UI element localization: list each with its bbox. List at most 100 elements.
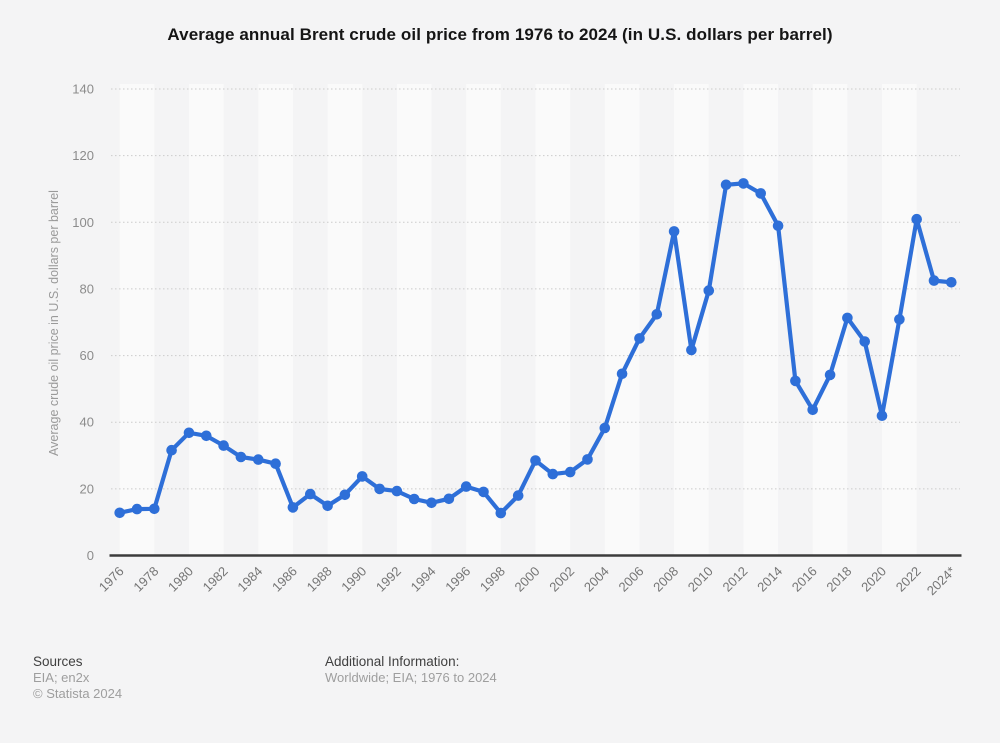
x-tick-label-1992: 1992 bbox=[373, 564, 404, 595]
data-point-1995[interactable] bbox=[443, 493, 455, 505]
y-tick-label-40: 40 bbox=[80, 415, 94, 430]
data-point-2004[interactable] bbox=[599, 422, 611, 434]
copyright-text: © Statista 2024 bbox=[33, 686, 123, 701]
data-point-1996[interactable] bbox=[460, 481, 472, 492]
data-point-1983[interactable] bbox=[235, 451, 247, 463]
data-point-1979[interactable] bbox=[166, 444, 177, 456]
plot-band bbox=[258, 84, 293, 556]
footer-additional-information: Additional Information: Worldwide; EIA; … bbox=[325, 654, 497, 686]
x-tick-label-1998: 1998 bbox=[477, 564, 508, 595]
plot-band bbox=[812, 84, 848, 556]
plot-band bbox=[327, 84, 363, 556]
x-tick-label-2004: 2004 bbox=[581, 564, 612, 595]
data-point-1993[interactable] bbox=[408, 493, 420, 505]
x-tick-label-1988: 1988 bbox=[304, 564, 335, 595]
data-point-1991[interactable] bbox=[374, 483, 385, 495]
y-tick-label-120: 120 bbox=[72, 148, 94, 163]
data-point-1981[interactable] bbox=[201, 430, 212, 442]
data-point-1984[interactable] bbox=[252, 454, 264, 465]
data-point-2007[interactable] bbox=[651, 309, 663, 320]
plot-band bbox=[604, 84, 640, 556]
x-tick-label-2006: 2006 bbox=[616, 564, 647, 595]
footer-sources: Sources EIA; en2x © Statista 2024 bbox=[33, 654, 122, 702]
x-tick-label-1986: 1986 bbox=[269, 564, 300, 595]
x-tick-label-1976: 1976 bbox=[96, 564, 127, 595]
x-tick-label-2008: 2008 bbox=[650, 564, 681, 595]
y-axis-title: Average crude oil price in U.S. dollars … bbox=[47, 190, 61, 456]
plot-band bbox=[535, 84, 571, 556]
x-tick-label-1980: 1980 bbox=[165, 564, 196, 595]
data-point-1977[interactable] bbox=[131, 503, 143, 515]
plot-band bbox=[396, 84, 432, 556]
data-point-1992[interactable] bbox=[391, 485, 403, 497]
y-tick-label-20: 20 bbox=[80, 481, 94, 496]
data-point-1994[interactable] bbox=[426, 497, 437, 509]
data-point-1987[interactable] bbox=[305, 488, 316, 500]
x-tick-label-2012: 2012 bbox=[719, 564, 750, 595]
x-tick-label-1984: 1984 bbox=[234, 564, 265, 595]
data-point-1997[interactable] bbox=[478, 486, 489, 498]
x-tick-label-2018: 2018 bbox=[823, 564, 854, 595]
data-point-1998[interactable] bbox=[495, 507, 507, 519]
x-tick-label-2002: 2002 bbox=[546, 564, 577, 595]
data-point-1990[interactable] bbox=[356, 471, 368, 482]
y-tick-label-80: 80 bbox=[80, 281, 94, 296]
x-tick-label-2014: 2014 bbox=[754, 564, 785, 595]
data-point-2001[interactable] bbox=[547, 468, 559, 480]
data-point-2008[interactable] bbox=[668, 226, 680, 237]
x-tick-label-1996: 1996 bbox=[442, 564, 473, 595]
data-point-2016[interactable] bbox=[807, 404, 818, 416]
data-point-1999[interactable] bbox=[512, 490, 524, 501]
x-tick-label-2020: 2020 bbox=[858, 564, 889, 595]
data-point-2020[interactable] bbox=[876, 410, 888, 422]
plot-band bbox=[674, 84, 709, 556]
x-tick-label-1990: 1990 bbox=[338, 564, 369, 595]
data-point-1986[interactable] bbox=[287, 502, 299, 513]
data-point-2014[interactable] bbox=[772, 220, 784, 232]
data-point-2022[interactable] bbox=[911, 213, 922, 225]
chart-title: Average annual Brent crude oil price fro… bbox=[167, 25, 833, 44]
data-point-1985[interactable] bbox=[270, 458, 281, 470]
sources-value: EIA; en2x bbox=[33, 670, 90, 685]
data-point-2006[interactable] bbox=[634, 333, 645, 344]
data-point-2013[interactable] bbox=[755, 188, 766, 199]
data-point-2005[interactable] bbox=[616, 368, 628, 380]
data-point-1978[interactable] bbox=[149, 503, 160, 515]
y-tick-label-0: 0 bbox=[87, 548, 94, 563]
data-point-2024[interactable] bbox=[946, 277, 957, 288]
y-tick-label-100: 100 bbox=[72, 215, 94, 230]
data-point-2012[interactable] bbox=[738, 178, 749, 189]
x-tick-label-1994: 1994 bbox=[408, 564, 439, 595]
data-point-2010[interactable] bbox=[703, 285, 715, 296]
data-point-2015[interactable] bbox=[790, 375, 801, 387]
data-point-1989[interactable] bbox=[339, 489, 351, 501]
data-point-1980[interactable] bbox=[183, 427, 195, 439]
data-point-2003[interactable] bbox=[582, 454, 593, 465]
x-tick-label-2024: 2024* bbox=[924, 564, 959, 599]
x-tick-label-2000: 2000 bbox=[512, 564, 543, 595]
additional-info-value: Worldwide; EIA; 1976 to 2024 bbox=[325, 670, 497, 685]
data-point-2019[interactable] bbox=[859, 336, 870, 347]
data-point-2000[interactable] bbox=[530, 455, 541, 466]
data-point-2002[interactable] bbox=[564, 466, 576, 478]
data-point-2011[interactable] bbox=[720, 179, 732, 191]
sources-label: Sources bbox=[33, 654, 83, 669]
x-tick-label-2016: 2016 bbox=[789, 564, 820, 595]
data-point-2017[interactable] bbox=[824, 369, 836, 381]
data-point-2009[interactable] bbox=[686, 344, 697, 356]
plot-band bbox=[466, 84, 501, 556]
x-tick-label-2010: 2010 bbox=[685, 564, 716, 595]
y-tick-label-60: 60 bbox=[80, 348, 94, 363]
data-point-2021[interactable] bbox=[894, 314, 905, 325]
data-point-1988[interactable] bbox=[322, 500, 333, 512]
x-tick-label-2022: 2022 bbox=[893, 564, 924, 595]
additional-info-label: Additional Information: bbox=[325, 654, 460, 669]
data-point-2023[interactable] bbox=[928, 275, 940, 286]
data-point-1976[interactable] bbox=[114, 507, 125, 519]
data-point-1982[interactable] bbox=[218, 440, 229, 451]
y-tick-label-140: 140 bbox=[72, 82, 94, 97]
plot-band bbox=[188, 84, 224, 556]
data-point-2018[interactable] bbox=[842, 312, 853, 324]
x-tick-label-1982: 1982 bbox=[200, 564, 231, 595]
